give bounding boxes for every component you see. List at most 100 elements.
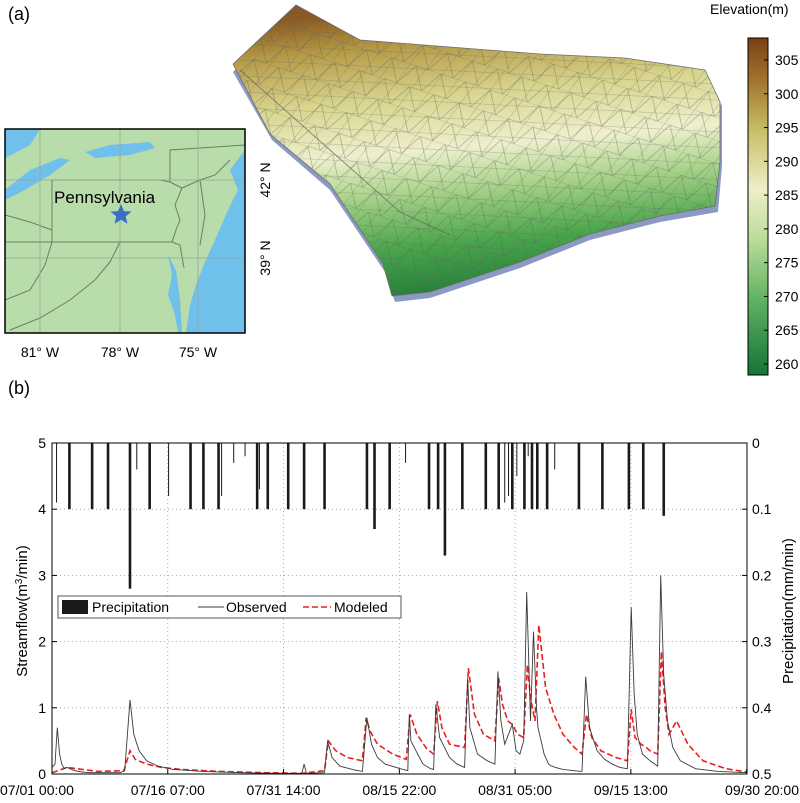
- precipitation-bar: [523, 443, 526, 510]
- precipitation-bar: [202, 443, 205, 510]
- x-tick-label: 07/31 14:00: [247, 782, 321, 798]
- precipitation-bar: [221, 443, 223, 496]
- precipitation-bar: [258, 443, 260, 490]
- precipitation-bar: [244, 443, 246, 457]
- precipitation-bar: [527, 443, 529, 457]
- precipitation-bar: [56, 443, 58, 503]
- precipitation-bar: [148, 443, 151, 510]
- lake-erie: [5, 158, 70, 200]
- lat-tick-1: 42° N: [257, 162, 273, 197]
- legend: Precipitation Observed Modeled: [57, 595, 402, 619]
- colorbar-tick-label: 305: [775, 52, 799, 68]
- x-tick-label: 09/30 20:00: [725, 782, 799, 798]
- precipitation-bar: [497, 443, 500, 510]
- colorbar-tick-label: 285: [775, 187, 799, 203]
- state-label: Pennsylvania: [54, 188, 156, 207]
- precipitation-bar: [554, 443, 556, 470]
- y-tick-label: 2: [38, 634, 46, 650]
- legend-precip-label: Precipitation: [92, 599, 169, 615]
- precipitation-bar: [662, 443, 666, 516]
- colorbar-gradient: [747, 37, 769, 376]
- precipitation-bar: [266, 443, 270, 510]
- y2-tick-label: 0.5: [752, 766, 772, 782]
- precipitation-bar: [388, 443, 391, 510]
- precipitation-bar: [461, 443, 464, 510]
- precipitation-bar: [504, 443, 506, 503]
- star-icon: [110, 204, 132, 224]
- precipitation-bar: [106, 443, 110, 510]
- precipitation-bar: [90, 443, 94, 510]
- colorbar-tick-label: 260: [775, 356, 799, 372]
- hydrograph-chart: 0 1 2 3 4 5 0 0.1 0.2 0.3 0.4 0.5 07/01 00:00 07/16…: [0, 435, 799, 798]
- legend-precip-swatch: [62, 600, 88, 614]
- x-axis-ticks: 07/01 00:00 07/16 07:00 07/31 14:00 08/15 2…: [0, 769, 799, 798]
- inset-map: Pennsylvania 81° W 78° W 75° W 42° N 39°…: [4, 128, 273, 360]
- precipitation-bar: [168, 443, 170, 496]
- precipitation-bar: [443, 443, 447, 556]
- colorbar: Elevation(m) 305 300 295 290 285 280 275 270 265…: [710, 1, 799, 376]
- colorbar-tick-label: 290: [775, 153, 799, 169]
- y2-tick-label: 0.3: [752, 634, 772, 650]
- legend-observed-label: Observed: [226, 599, 287, 615]
- precipitation-bar: [641, 443, 645, 510]
- chesapeake-bay: [168, 255, 182, 333]
- colorbar-tick-label: 300: [775, 86, 799, 102]
- precipitation-bar: [511, 443, 514, 510]
- precipitation-bar: [323, 443, 326, 510]
- x-tick-label: 07/16 07:00: [131, 782, 205, 798]
- y2-tick-label: 0: [752, 435, 760, 451]
- y2-axis-label: Precipitation(mm/min): [780, 538, 797, 684]
- legend-box: [57, 595, 402, 619]
- precipitation-bar: [427, 443, 431, 510]
- observed-series-line: [51, 575, 748, 774]
- precipitation-bar: [128, 443, 132, 589]
- atlantic-ocean: [186, 150, 245, 333]
- lon-tick-3: 75° W: [179, 344, 218, 360]
- precipitation-bar: [508, 443, 510, 496]
- y2-axis-ticks: 0 0.1 0.2 0.3 0.4 0.5: [742, 435, 772, 782]
- precipitation-bar: [255, 443, 259, 510]
- terrain-mesh: [232, 4, 722, 302]
- colorbar-tick-label: 280: [775, 221, 799, 237]
- precipitation-bar: [217, 443, 220, 510]
- precipitation-bar: [516, 443, 518, 477]
- colorbar-tick-label: 270: [775, 288, 799, 304]
- precipitation-bar: [189, 443, 192, 510]
- colorbar-tick-label: 295: [775, 120, 799, 136]
- precipitation-bar: [601, 443, 604, 510]
- y-tick-label: 1: [38, 700, 46, 716]
- y-tick-label: 5: [38, 435, 46, 451]
- y-tick-label: 4: [38, 501, 46, 517]
- precipitation-bar: [535, 443, 539, 510]
- precipitation-bar: [136, 443, 138, 470]
- lon-tick-1: 81° W: [21, 344, 60, 360]
- precipitation-bar: [373, 443, 376, 530]
- lake-huron: [5, 129, 40, 158]
- y-axis-ticks: 0 1 2 3 4 5: [38, 435, 57, 782]
- precipitation-bar: [436, 443, 440, 510]
- panel-a-label: (a): [8, 4, 30, 24]
- precipitation-bar: [530, 443, 534, 510]
- precipitation-bar: [302, 443, 306, 510]
- y2-tick-label: 0.4: [752, 700, 772, 716]
- precipitation-bar: [577, 443, 581, 510]
- precipitation-bar: [484, 443, 488, 510]
- colorbar-title: Elevation(m): [710, 1, 789, 17]
- legend-modeled-label: Modeled: [334, 599, 388, 615]
- precipitation-bar: [405, 443, 407, 463]
- colorbar-tick-label: 265: [775, 322, 799, 338]
- lon-tick-2: 78° W: [101, 344, 140, 360]
- x-tick-label: 07/01 00:00: [0, 782, 74, 798]
- y-tick-label: 0: [38, 766, 46, 782]
- precipitation-bar: [365, 443, 369, 510]
- y2-tick-label: 0.2: [752, 567, 772, 583]
- colorbar-tick-label: 275: [775, 255, 799, 271]
- y-axis-label: Streamflow(m3/min): [14, 545, 32, 676]
- precipitation-bar: [68, 443, 71, 510]
- y-tick-label: 3: [38, 567, 46, 583]
- x-tick-label: 09/15 13:00: [594, 782, 668, 798]
- panel-b-label: (b): [8, 378, 30, 398]
- precipitation-bars: [56, 443, 666, 589]
- precipitation-bar: [627, 443, 631, 510]
